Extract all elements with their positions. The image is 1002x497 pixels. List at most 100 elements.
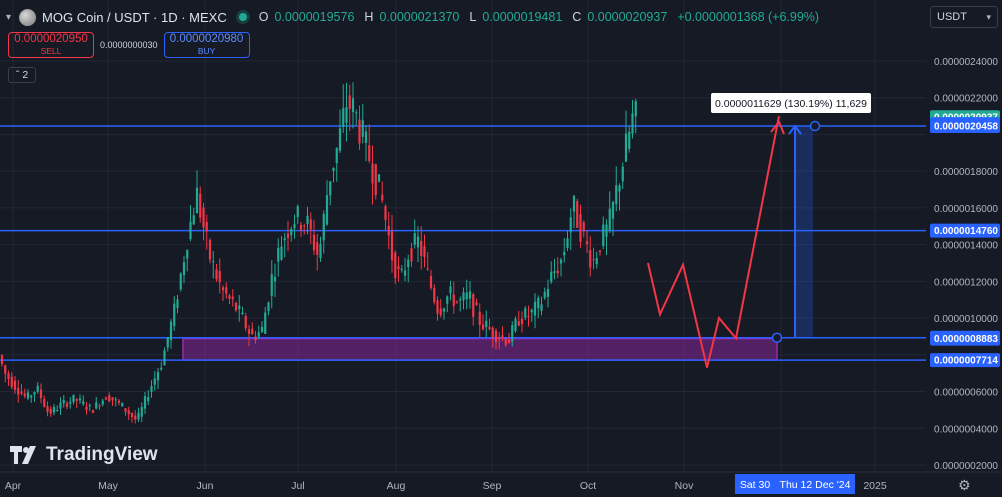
measure-label-box [711, 93, 871, 113]
candle [556, 257, 559, 278]
candle [504, 337, 507, 348]
candle [121, 402, 124, 407]
horizontal-levels[interactable] [0, 125, 926, 361]
candle [338, 109, 342, 153]
candle [134, 410, 137, 424]
candle [267, 301, 270, 316]
candle [377, 174, 381, 183]
measure-handle-end[interactable] [809, 120, 821, 132]
candle [176, 294, 179, 314]
change-value: +0.0000001368 (+6.99%) [677, 10, 820, 24]
candle [530, 308, 533, 322]
candle [605, 219, 608, 256]
candle [559, 257, 563, 277]
buy-label: BUY [197, 46, 216, 56]
candle [592, 247, 595, 270]
candle [416, 226, 420, 262]
candle [579, 204, 582, 248]
candle [192, 207, 195, 226]
candle [462, 287, 465, 310]
candle [433, 284, 436, 305]
candle [299, 221, 303, 237]
candle [234, 301, 238, 313]
candle [241, 306, 244, 316]
price-tick-label: 0.0000006000 [934, 388, 998, 399]
price-label-box [930, 119, 1000, 134]
time-tick-label: Oct [580, 480, 596, 492]
trade-panel: 0.0000020950 SELL 0.0000000030 0.0000020… [8, 32, 250, 58]
candle [225, 282, 228, 299]
price-tick-label: 0.0000022000 [934, 94, 998, 105]
indicator-count: 2 [22, 69, 29, 81]
price-label: 0.0000007714 [934, 356, 998, 367]
chevron-down-icon[interactable]: ▾ [6, 11, 12, 23]
candle [117, 398, 121, 406]
time-axis[interactable]: Apr May Jun Jul Aug Sep Oct Nov 2025 Sat 30 Thu 12… [0, 471, 1002, 497]
time-tick-label: Nov [675, 480, 694, 492]
candle [173, 296, 176, 331]
candle [537, 295, 540, 319]
candle [631, 99, 634, 139]
candle [397, 256, 400, 282]
candle [108, 392, 111, 403]
candle [260, 321, 264, 333]
chevron-down-icon: ▾ [986, 11, 991, 22]
candle [449, 280, 452, 301]
candle [407, 254, 410, 283]
grid-lines [0, 0, 926, 472]
candle [104, 396, 108, 400]
candle [124, 408, 127, 416]
candle [26, 389, 30, 401]
gear-icon[interactable]: ⚙ [958, 477, 971, 493]
price-label: 0.0000014760 [934, 226, 998, 237]
chevron-up-icon: ˆ [15, 69, 20, 81]
candle [13, 376, 17, 394]
candle [468, 281, 472, 309]
candle [498, 331, 501, 350]
candle [143, 392, 147, 414]
price-axis[interactable]: 0.0000024000 0.0000022000 0.0000018000 0.00… [926, 0, 1002, 472]
candle [36, 382, 39, 394]
candle [163, 347, 166, 366]
candle [387, 212, 390, 250]
candle [264, 307, 267, 334]
candle [277, 238, 280, 277]
buy-price: 0.0000020980 [169, 33, 244, 45]
candle [30, 394, 33, 403]
measure-tool[interactable]: 0.0000011629 (130.19%) 11,629 [711, 93, 871, 343]
candle [368, 124, 371, 164]
candle [91, 409, 95, 414]
candle [621, 162, 624, 189]
symbol-title[interactable]: MOG Coin / USDT · 1D · MEXC [42, 9, 227, 25]
candle [127, 406, 130, 421]
candle [52, 404, 56, 416]
candle [244, 312, 247, 332]
candle [78, 394, 82, 404]
candle [540, 296, 543, 316]
projection-path[interactable] [647, 115, 785, 368]
candle [130, 412, 134, 423]
logo-text: TradingView [46, 444, 158, 465]
currency-select[interactable]: USDT ▾ [930, 6, 998, 28]
candle [218, 258, 221, 294]
candle [618, 183, 621, 211]
candle [335, 147, 338, 182]
price-tick-label: 0.0000018000 [934, 167, 998, 178]
candle [426, 252, 429, 271]
indicators-toggle[interactable]: ˆ 2 [8, 67, 36, 83]
measure-handle-start[interactable] [771, 332, 783, 343]
candle [182, 255, 186, 284]
candlestick-series [0, 82, 637, 424]
cursor-label-box [775, 474, 855, 494]
candle [280, 235, 283, 261]
support-zone-rect[interactable] [182, 337, 778, 361]
buy-button[interactable]: 0.0000020980 BUY [163, 32, 250, 58]
coin-logo-icon [19, 8, 37, 26]
projection-polyline[interactable] [647, 115, 780, 368]
projection-arrowhead [770, 120, 785, 135]
candle [17, 379, 20, 403]
candle [46, 401, 49, 417]
sell-button[interactable]: 0.0000020950 SELL [8, 32, 94, 58]
candle [293, 214, 296, 239]
